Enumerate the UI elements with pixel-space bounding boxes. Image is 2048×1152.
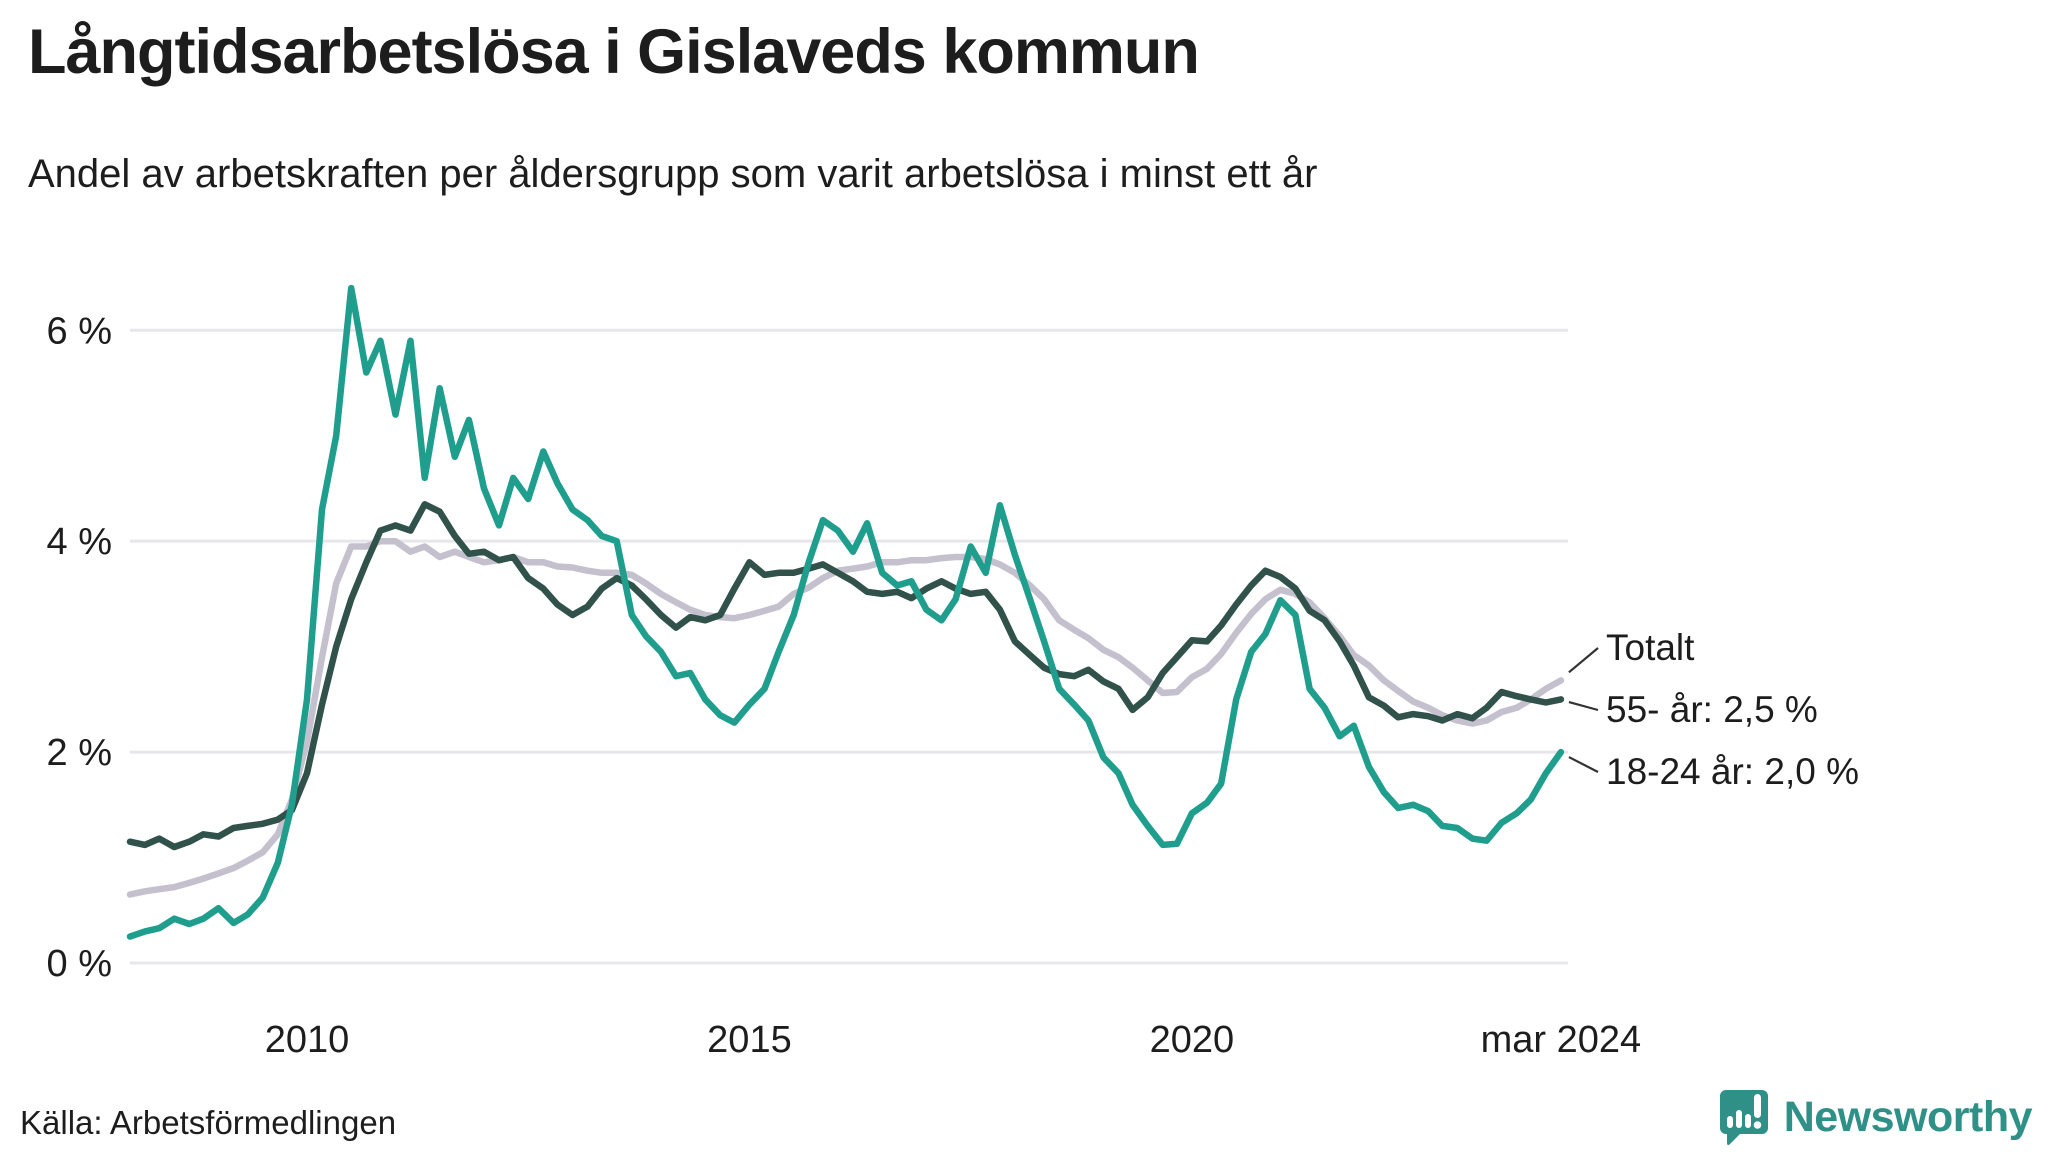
legend-label-totalt: Totalt: [1606, 627, 1695, 668]
newsworthy-brand: Newsworthy: [1718, 1088, 2033, 1146]
newsworthy-wordmark: Newsworthy: [1783, 1092, 2033, 1141]
svg-text:2015: 2015: [707, 1019, 792, 1061]
svg-text:2020: 2020: [1150, 1019, 1235, 1061]
gridlines: [130, 328, 1568, 965]
y-axis-tick-labels: 0 % 2 % 4 % 6 %: [47, 310, 112, 985]
svg-text:2 %: 2 %: [47, 732, 112, 774]
page-title: Långtidsarbetslösa i Gislaveds kommun: [28, 17, 1200, 87]
series-lines: [126, 284, 1565, 940]
svg-text:4 %: 4 %: [47, 521, 112, 563]
svg-text:2010: 2010: [265, 1019, 350, 1061]
svg-text:mar 2024: mar 2024: [1481, 1019, 1642, 1061]
legend-label-55-plus: 55- år: 2,5 %: [1606, 689, 1818, 730]
newsworthy-logo-icon: [1718, 1088, 1770, 1146]
svg-text:0 %: 0 %: [47, 943, 112, 985]
page-subtitle: Andel av arbetskraften per åldersgrupp s…: [28, 152, 1318, 196]
legend-leader-lines: [1568, 647, 1599, 773]
x-axis-tick-labels: 2010 2015 2020 mar 2024: [265, 1019, 1641, 1061]
svg-text:6 %: 6 %: [47, 310, 112, 352]
source-note: Källa: Arbetsförmedlingen: [20, 1104, 397, 1141]
legend-label-18-24: 18-24 år: 2,0 %: [1606, 751, 1859, 792]
